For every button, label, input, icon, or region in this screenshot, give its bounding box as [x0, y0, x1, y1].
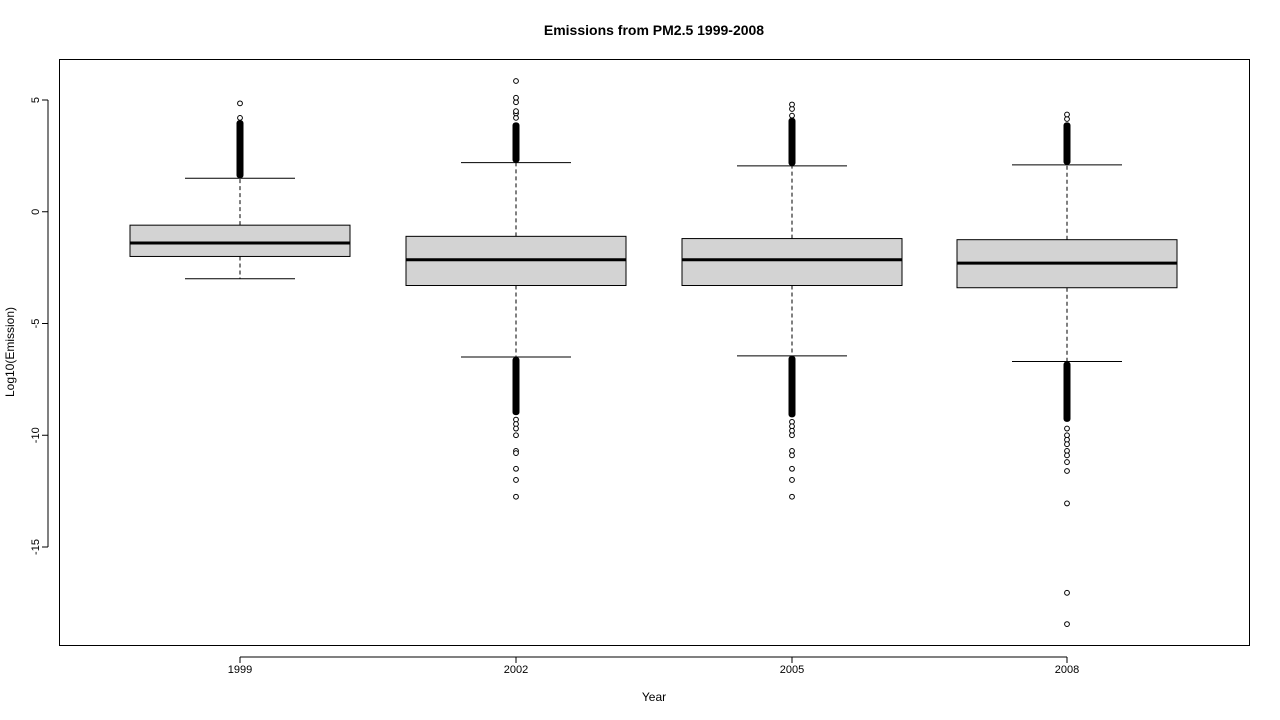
box-1999	[129, 100, 351, 280]
x-axis: 1999 2002 2005 2008	[228, 656, 1079, 676]
outlier-point	[513, 432, 519, 439]
outliers-dense-low	[788, 355, 796, 418]
outlier-point	[1064, 500, 1070, 507]
outlier-point	[789, 465, 795, 472]
boxes-group	[129, 78, 1178, 628]
x-tick-label: 2008	[1055, 664, 1079, 676]
outlier-point	[513, 425, 519, 432]
outliers-dense-high	[788, 117, 796, 166]
chart-title: Emissions from PM2.5 1999-2008	[543, 22, 765, 38]
x-axis-label: Year	[641, 690, 667, 704]
outlier-point	[789, 101, 795, 108]
box-iqr	[681, 238, 903, 287]
outlier-point	[513, 78, 519, 84]
box-2005	[681, 101, 903, 500]
box-2002	[405, 78, 627, 500]
plot-frame	[59, 59, 1250, 646]
outlier-point	[1064, 468, 1070, 474]
outlier-point	[1064, 452, 1070, 459]
outlier-point	[513, 108, 519, 115]
outliers-dense-high	[1063, 122, 1071, 165]
box-iqr	[129, 224, 351, 257]
outliers-dense-low	[1063, 361, 1071, 422]
y-tick-label: -15	[30, 539, 42, 555]
outlier-point	[789, 452, 795, 459]
y-axis: 5 0 -5 -10 -15	[30, 97, 49, 555]
y-tick-label: 0	[30, 209, 42, 215]
outlier-point	[513, 450, 519, 457]
y-tick-label: -10	[30, 427, 42, 443]
x-tick-label: 2002	[504, 664, 528, 676]
y-tick-label: -5	[30, 319, 42, 329]
outlier-point	[789, 112, 795, 119]
x-tick-label: 1999	[228, 664, 252, 676]
outlier-point	[789, 493, 795, 500]
outlier-point	[237, 100, 243, 107]
outlier-point	[513, 465, 519, 472]
outlier-point	[1064, 111, 1070, 118]
box-2008	[956, 111, 1178, 628]
x-tick-label: 2005	[780, 664, 804, 676]
outlier-point	[1064, 459, 1070, 465]
outlier-point	[1064, 621, 1070, 628]
outlier-point	[513, 493, 519, 500]
outlier-point	[513, 477, 519, 483]
y-tick-label: 5	[30, 97, 42, 103]
outlier-point	[513, 94, 519, 101]
outliers-dense-high	[236, 120, 244, 179]
outlier-point	[789, 432, 795, 439]
outlier-point	[1064, 441, 1070, 448]
outlier-point	[789, 477, 795, 483]
outliers-dense-high	[512, 122, 520, 163]
outlier-point	[1064, 425, 1070, 432]
outliers-dense-low	[512, 357, 520, 416]
outlier-point	[1064, 589, 1070, 596]
outlier-point	[237, 114, 243, 121]
